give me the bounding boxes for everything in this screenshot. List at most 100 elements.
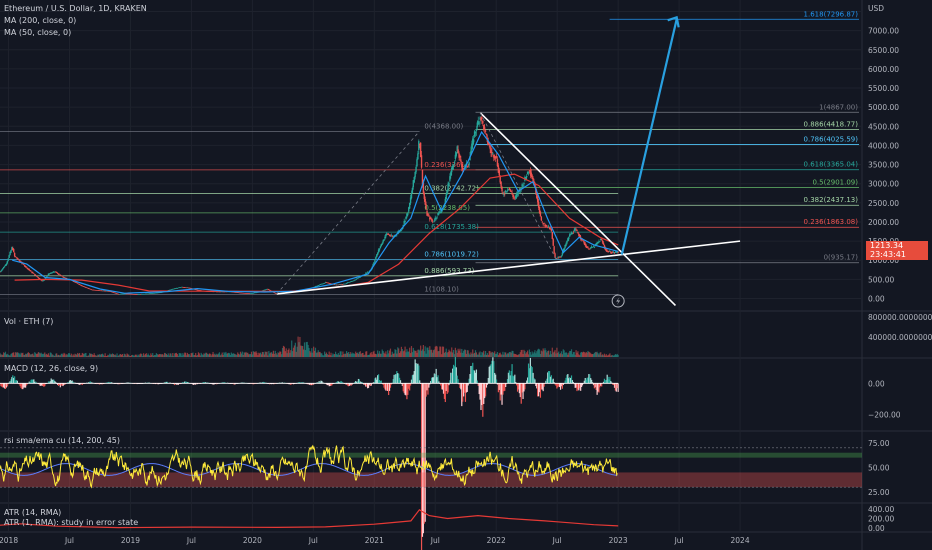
volume-bar	[211, 354, 213, 357]
price-tick-label: 4500.00	[868, 122, 899, 131]
ma50-legend[interactable]: MA (50, close, 0)	[4, 28, 72, 37]
volume-bar	[244, 352, 246, 357]
macd-bar	[25, 383, 27, 388]
candle-body	[77, 283, 80, 285]
macd-bar	[428, 383, 430, 388]
volume-bar	[487, 354, 489, 357]
candle-body	[326, 282, 329, 284]
macd-bar	[361, 381, 363, 384]
candle-body	[532, 178, 534, 182]
macd-bar	[322, 382, 324, 384]
volume-bar	[452, 349, 455, 357]
volume-bar	[380, 353, 382, 357]
macd-bar	[427, 383, 429, 395]
candle-body	[59, 274, 62, 276]
macd-pane-title[interactable]: MACD (12, 26, close, 9)	[4, 364, 99, 373]
atr-pane-title[interactable]: ATR (14, RMA)	[4, 508, 62, 517]
candle-body	[342, 284, 344, 285]
macd-bar	[482, 383, 484, 417]
volume-bar	[148, 355, 150, 357]
volume-bar	[321, 353, 323, 357]
volume-bar	[279, 351, 281, 357]
candle-body	[134, 294, 137, 295]
volume-bar	[313, 346, 315, 357]
candle-body	[547, 226, 550, 227]
volume-bar	[352, 353, 354, 357]
volume-bar	[172, 353, 174, 357]
candle-body	[327, 282, 329, 284]
macd-bar	[127, 382, 129, 384]
volume-bar	[32, 353, 34, 357]
volume-bar	[103, 355, 105, 357]
macd-bar	[14, 376, 16, 384]
volume-bar	[354, 354, 356, 357]
candle-body	[122, 293, 125, 295]
macd-bar	[185, 381, 188, 384]
candle-body	[528, 170, 531, 172]
volume-bar	[147, 353, 149, 357]
macd-bar	[404, 383, 406, 395]
macd-bar	[69, 380, 72, 384]
macd-bar	[442, 383, 445, 394]
candle-body	[95, 290, 97, 291]
volume-bar	[540, 350, 542, 357]
macd-bar	[15, 380, 18, 384]
volume-bar	[287, 349, 289, 357]
candle-body	[379, 246, 382, 249]
macd-bar	[422, 383, 424, 534]
macd-bar	[223, 382, 225, 384]
macd-bar	[52, 379, 54, 384]
candle-body	[613, 252, 616, 254]
candle-body	[530, 172, 532, 177]
candle-body	[333, 284, 335, 285]
ma200-legend[interactable]: MA (200, close, 0)	[4, 16, 77, 25]
fib-level-label: 0.382(2742.72)	[424, 185, 479, 193]
candle-body	[558, 257, 560, 259]
macd-bar	[594, 383, 596, 388]
candle-body	[600, 238, 602, 241]
candle-body	[565, 243, 567, 246]
candle-body	[226, 291, 228, 293]
macd-bar	[3, 383, 6, 389]
macd-bar	[374, 378, 376, 384]
candle-body	[584, 243, 586, 246]
volume-bar	[291, 340, 293, 357]
volume-bar	[318, 352, 320, 357]
dashed-fib-anchor-up	[276, 131, 420, 295]
rsi-pane-title[interactable]: rsi sma/ema cu (14, 200, 45)	[4, 436, 120, 445]
candle-body	[546, 225, 548, 226]
volume-bar	[542, 348, 544, 357]
macd-bar	[302, 382, 304, 384]
volume-bar	[497, 355, 499, 357]
volume-bar	[277, 352, 279, 357]
macd-bar	[537, 383, 540, 397]
volume-bar	[237, 352, 239, 357]
volume-bar	[94, 355, 96, 357]
candle-body	[42, 280, 44, 282]
volume-bar	[110, 354, 113, 357]
volume-bar	[424, 346, 426, 357]
macd-bar	[359, 381, 361, 384]
candle-body	[540, 216, 543, 221]
volume-bar	[222, 354, 224, 357]
volume-bar	[441, 354, 443, 357]
volume-bar	[117, 355, 119, 357]
macd-bar	[0, 383, 2, 387]
volume-bar	[585, 351, 587, 357]
macd-bar	[470, 365, 472, 384]
macd-bar	[368, 383, 371, 386]
candle-body	[589, 248, 591, 250]
volume-bar	[588, 351, 590, 357]
lightning-glyph	[616, 297, 621, 305]
volume-bar	[35, 353, 37, 357]
candle-body	[99, 290, 102, 292]
volume-bar	[95, 355, 97, 357]
volume-bar	[406, 349, 408, 357]
macd-bar	[443, 383, 446, 399]
macd-bar	[163, 382, 166, 384]
candle-body	[170, 289, 172, 291]
volume-pane-title[interactable]: Vol · ETH (7)	[4, 317, 54, 326]
macd-bar	[490, 364, 492, 384]
